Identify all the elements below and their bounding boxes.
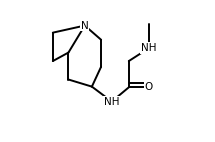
Text: N: N <box>81 21 89 31</box>
Text: NH: NH <box>141 43 157 53</box>
Text: O: O <box>144 82 153 92</box>
Text: NH: NH <box>104 97 120 106</box>
